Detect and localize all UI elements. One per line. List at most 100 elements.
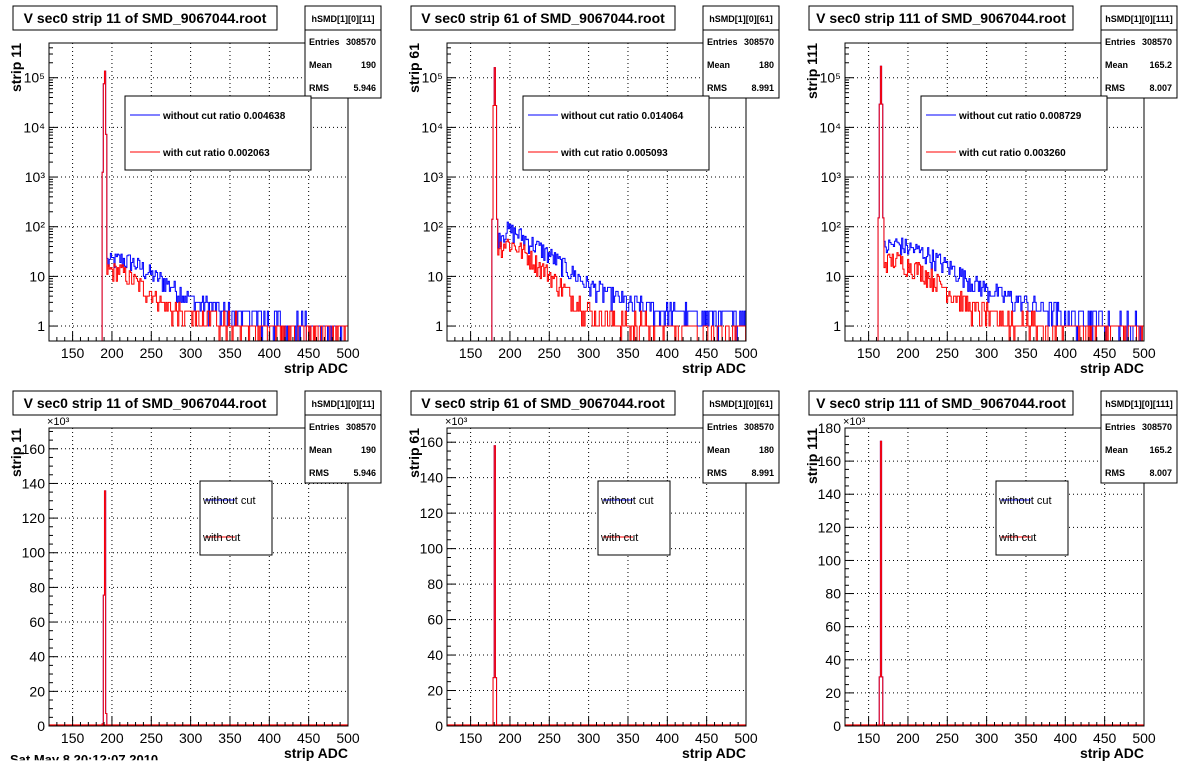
title-text: V sec0 strip 61 of SMD_9067044.root bbox=[421, 10, 665, 26]
x-tick-label: 500 bbox=[336, 345, 360, 361]
x-tick-label: 200 bbox=[896, 345, 920, 361]
x-tick-label: 150 bbox=[459, 730, 483, 746]
stats-value: 308570 bbox=[744, 422, 774, 432]
y-tick-label: 40 bbox=[825, 652, 841, 668]
title-text: V sec0 strip 11 of SMD_9067044.root bbox=[24, 10, 267, 26]
y-tick-label: 20 bbox=[29, 683, 45, 699]
y-axis-exponent: ×10³ bbox=[445, 416, 468, 428]
stats-box: hSMD[1][0][11] Entries 308570 Mean 190 RMS 5.9… bbox=[304, 5, 382, 99]
y-tick-label: 10³ bbox=[423, 169, 444, 185]
y-tick-label: 10 bbox=[427, 268, 443, 284]
stats-box: hSMD[1][0][11] Entries 308570 Mean 190 RMS 5.9… bbox=[304, 390, 382, 484]
y-tick-label: 160 bbox=[420, 434, 444, 450]
stats-label: Mean bbox=[707, 445, 730, 455]
y-axis: 1 10 10² 10³ 10⁴ 10⁵ bbox=[23, 42, 58, 334]
y-tick-label: 140 bbox=[420, 470, 444, 486]
title-box bbox=[808, 390, 1074, 416]
stats-frame bbox=[304, 5, 382, 99]
legend-frame bbox=[199, 480, 273, 556]
y-tick-label: 0 bbox=[833, 718, 841, 734]
plot-frame bbox=[446, 427, 747, 727]
title-box bbox=[12, 5, 278, 31]
legend-label-with: with cut ratio 0.002063 bbox=[162, 148, 270, 159]
x-tick-label: 400 bbox=[258, 345, 282, 361]
stats-box: hSMD[1][0][111] Entries 308570 Mean 165.2 RMS… bbox=[1100, 5, 1178, 99]
x-tick-label: 200 bbox=[498, 730, 522, 746]
stats-label: Mean bbox=[1105, 60, 1128, 70]
stats-value: 190 bbox=[361, 445, 376, 455]
legend: without cut with cut bbox=[995, 480, 1069, 556]
y-tick-label: 10² bbox=[423, 219, 444, 235]
legend: without cut ratio 0.014064 with cut ratio… bbox=[522, 95, 710, 171]
stats-name: hSMD[1][0][61] bbox=[709, 14, 773, 24]
y-tick-label: 1 bbox=[435, 318, 443, 334]
stats-frame bbox=[702, 390, 780, 484]
x-tick-label: 450 bbox=[1093, 345, 1117, 361]
y-tick-label: 100 bbox=[22, 545, 46, 561]
title-box bbox=[410, 390, 676, 416]
y-tick-label: 10⁴ bbox=[421, 119, 443, 135]
y-tick-label: 20 bbox=[825, 685, 841, 701]
y-axis-label: strip 111 bbox=[804, 43, 820, 99]
stats-value: 8.007 bbox=[1149, 468, 1172, 478]
x-tick-label: 400 bbox=[1054, 730, 1078, 746]
stats-value: 308570 bbox=[744, 37, 774, 47]
y-tick-label: 10² bbox=[25, 219, 46, 235]
stats-value: 190 bbox=[361, 60, 376, 70]
x-tick-label: 300 bbox=[179, 345, 203, 361]
legend-label-without: without cut bbox=[202, 495, 256, 507]
x-tick-label: 200 bbox=[498, 345, 522, 361]
stats-label: RMS bbox=[309, 468, 329, 478]
legend: without cut ratio 0.004638 with cut ratio… bbox=[124, 95, 312, 171]
x-tick-label: 350 bbox=[218, 730, 242, 746]
stats-frame bbox=[1100, 390, 1178, 484]
stats-value: 308570 bbox=[1142, 37, 1172, 47]
x-tick-label: 150 bbox=[61, 730, 85, 746]
y-axis-exponent: ×10³ bbox=[47, 416, 70, 428]
legend-frame bbox=[597, 480, 671, 556]
x-tick-label: 400 bbox=[258, 730, 282, 746]
title-text: V sec0 strip 61 of SMD_9067044.root bbox=[421, 395, 665, 411]
stats-frame bbox=[702, 5, 780, 99]
x-tick-label: 300 bbox=[577, 345, 601, 361]
y-tick-label: 10³ bbox=[821, 169, 842, 185]
y-tick-label: 1 bbox=[37, 318, 45, 334]
y-tick-label: 10³ bbox=[25, 169, 46, 185]
x-tick-label: 450 bbox=[1093, 730, 1117, 746]
x-axis-label: strip ADC bbox=[284, 360, 348, 376]
y-tick-label: 10⁴ bbox=[23, 119, 45, 135]
plot-frame bbox=[48, 42, 349, 342]
x-tick-label: 450 bbox=[297, 730, 321, 746]
grid bbox=[845, 427, 1145, 726]
x-tick-label: 400 bbox=[1054, 345, 1078, 361]
series-without-cut bbox=[447, 445, 746, 727]
stats-label: Entries bbox=[309, 37, 340, 47]
stats-value: 308570 bbox=[346, 37, 376, 47]
x-axis-label: strip ADC bbox=[1080, 360, 1144, 376]
y-tick-label: 60 bbox=[427, 612, 443, 628]
x-tick-label: 400 bbox=[656, 345, 680, 361]
y-tick-label: 160 bbox=[22, 441, 46, 457]
chart-title: V sec0 strip 111 of SMD_9067044.root bbox=[808, 5, 1074, 31]
x-tick-label: 300 bbox=[975, 730, 999, 746]
series-without-cut bbox=[49, 490, 348, 727]
grid bbox=[49, 428, 349, 726]
x-tick-label: 500 bbox=[1132, 345, 1156, 361]
x-tick-label: 150 bbox=[857, 345, 881, 361]
y-tick-label: 40 bbox=[29, 649, 45, 665]
x-tick-label: 250 bbox=[140, 730, 164, 746]
stats-value: 8.991 bbox=[751, 468, 774, 478]
stats-label: Mean bbox=[707, 60, 730, 70]
x-tick-label: 500 bbox=[1132, 730, 1156, 746]
x-tick-label: 450 bbox=[695, 345, 719, 361]
x-axis: 150 200 250 300 350 400 450 500 bbox=[48, 717, 360, 746]
stats-value: 8.991 bbox=[751, 83, 774, 93]
y-tick-label: 80 bbox=[825, 586, 841, 602]
x-axis: 150 200 250 300 350 400 450 500 bbox=[446, 717, 758, 746]
x-tick-label: 350 bbox=[616, 730, 640, 746]
x-axis-label: strip ADC bbox=[682, 360, 746, 376]
plot-frame bbox=[844, 427, 1145, 727]
